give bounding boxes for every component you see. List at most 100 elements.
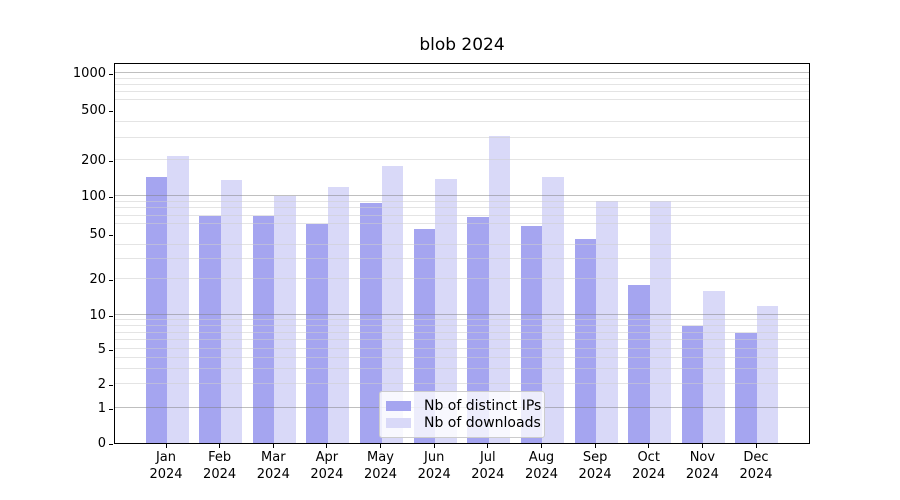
x-tick-mark-jul xyxy=(487,444,489,448)
bar-ips-nov xyxy=(681,325,704,443)
x-tick-mark-jun xyxy=(433,444,435,448)
y-tick-mark-10 xyxy=(109,315,113,317)
x-tick-label-month: Nov xyxy=(689,450,716,465)
x-tick-label-dec: Dec 2024 xyxy=(724,449,788,483)
bar-downloads-sep xyxy=(596,200,618,443)
x-tick-label-feb: Feb 2024 xyxy=(188,449,252,483)
bar-downloads-mar xyxy=(274,196,296,443)
bar-ips-mar xyxy=(252,215,275,443)
x-tick-label-year: 2024 xyxy=(256,467,290,482)
bar-ips-sep xyxy=(574,239,597,443)
legend-item-downloads: Nb of downloads xyxy=(386,415,541,431)
y-tick-label-0: 0 xyxy=(97,436,106,451)
x-tick-label-month: Mar xyxy=(261,450,286,465)
bar-ips-dec xyxy=(735,332,757,443)
minor-gridline-80 xyxy=(115,207,809,209)
x-tick-label-year: 2024 xyxy=(203,467,237,482)
x-tick-label-apr: Apr 2024 xyxy=(295,449,359,483)
x-tick-mark-nov xyxy=(701,444,703,448)
bar-downloads-nov xyxy=(703,290,725,443)
y-tick-mark-2 xyxy=(109,384,113,386)
y-tick-mark-100 xyxy=(109,196,113,198)
x-tick-label-month: Jun xyxy=(424,450,445,465)
x-tick-label-month: May xyxy=(367,450,394,465)
minor-gridline-90 xyxy=(115,200,809,202)
y-tick-label-100: 100 xyxy=(81,189,106,204)
x-tick-label-month: Jan xyxy=(155,450,177,465)
bar-downloads-apr xyxy=(327,186,350,443)
bar-downloads-may xyxy=(381,165,404,443)
minor-gridline-300 xyxy=(115,136,809,138)
minor-gridline-900 xyxy=(115,77,809,79)
x-tick-label-nov: Nov 2024 xyxy=(670,449,734,483)
x-tick-label-year: 2024 xyxy=(310,467,344,482)
x-tick-label-year: 2024 xyxy=(578,467,612,482)
minor-gridline-200 xyxy=(115,159,809,160)
x-tick-mark-mar xyxy=(272,444,274,448)
x-tick-label-jun: Jun 2024 xyxy=(402,449,466,483)
x-tick-label-mar: Mar 2024 xyxy=(241,449,305,483)
bar-downloads-dec xyxy=(756,305,779,443)
x-tick-label-year: 2024 xyxy=(632,467,666,482)
bar-ips-apr xyxy=(306,224,328,443)
x-tick-mark-oct xyxy=(648,444,650,448)
bar-downloads-aug xyxy=(542,176,564,443)
legend-swatch-distinct-ips xyxy=(386,401,411,411)
y-tick-label-10: 10 xyxy=(89,308,106,323)
legend-item-distinct-ips: Nb of distinct IPs xyxy=(386,398,541,414)
x-tick-mark-sep xyxy=(594,444,596,448)
x-tick-label-month: Sep xyxy=(582,450,608,465)
x-tick-label-jan: Jan 2024 xyxy=(134,449,198,483)
bar-ips-jan xyxy=(145,176,167,443)
y-tick-mark-200 xyxy=(109,160,113,162)
x-tick-label-year: 2024 xyxy=(363,467,398,482)
x-tick-label-sep: Sep 2024 xyxy=(563,449,627,483)
y-tick-mark-5 xyxy=(109,349,113,351)
chart-title: blob 2024 xyxy=(419,35,505,55)
legend-swatch-downloads xyxy=(386,418,411,428)
x-tick-mark-apr xyxy=(326,444,328,448)
bar-ips-oct xyxy=(628,284,650,443)
bar-ips-jul xyxy=(467,217,489,443)
x-tick-mark-may xyxy=(380,444,381,448)
x-tick-label-year: 2024 xyxy=(524,467,559,482)
y-tick-label-500: 500 xyxy=(81,103,106,118)
bar-ips-feb xyxy=(199,215,221,443)
x-tick-label-aug: Aug 2024 xyxy=(510,449,574,483)
x-tick-label-oct: Oct 2024 xyxy=(617,449,681,483)
bar-downloads-jul xyxy=(488,136,511,443)
x-tick-label-month: Apr xyxy=(315,450,339,465)
y-tick-mark-0 xyxy=(109,443,113,445)
bar-downloads-oct xyxy=(649,200,672,443)
minor-gridline-400 xyxy=(115,121,809,123)
x-tick-mark-dec xyxy=(755,444,757,448)
bar-ips-jun xyxy=(413,228,436,443)
bar-downloads-feb xyxy=(220,180,243,443)
x-tick-mark-aug xyxy=(541,444,542,448)
y-tick-label-20: 20 xyxy=(89,272,106,287)
x-tick-label-may: May 2024 xyxy=(349,449,413,483)
y-tick-label-5: 5 xyxy=(97,342,106,357)
x-tick-label-month: Jul xyxy=(479,450,496,465)
minor-gridline-800 xyxy=(115,83,809,85)
legend-label-distinct-ips: Nb of distinct IPs xyxy=(424,398,542,414)
x-tick-label-month: Dec xyxy=(743,450,769,465)
y-tick-mark-1 xyxy=(109,408,113,410)
y-tick-label-1000: 1000 xyxy=(72,66,106,81)
x-tick-label-month: Oct xyxy=(637,450,660,465)
bar-ips-aug xyxy=(520,225,543,443)
legend-label-downloads: Nb of downloads xyxy=(424,415,541,431)
major-gridline-1000 xyxy=(115,72,809,73)
bar-downloads-jan xyxy=(167,156,189,443)
x-tick-mark-feb xyxy=(219,444,221,448)
minor-gridline-700 xyxy=(115,91,809,92)
x-tick-label-year: 2024 xyxy=(417,467,451,482)
plot-area xyxy=(114,63,810,444)
x-tick-label-year: 2024 xyxy=(739,467,773,482)
legend: Nb of distinct IPs Nb of downloads xyxy=(379,391,545,438)
x-tick-label-year: 2024 xyxy=(685,467,719,482)
x-tick-label-month: Aug xyxy=(528,450,555,465)
y-tick-mark-1000 xyxy=(109,73,113,75)
y-tick-mark-50 xyxy=(109,234,113,236)
